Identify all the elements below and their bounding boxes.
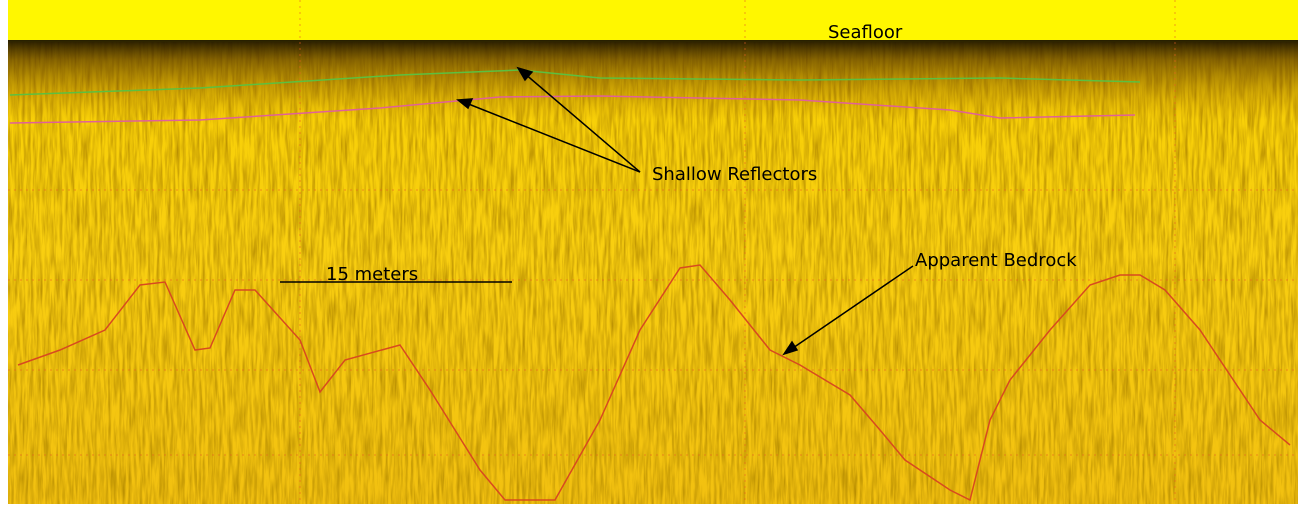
bedrock-label: Apparent Bedrock <box>915 250 1077 271</box>
reflectors-label: Shallow Reflectors <box>652 164 817 185</box>
seafloor-label: Seafloor <box>828 22 903 43</box>
scale-label: 15 meters <box>326 264 418 285</box>
water-column <box>8 0 1298 42</box>
seafloor-band <box>8 40 1298 120</box>
sonar-profile: Seafloor Shallow Reflectors Apparent Bed… <box>0 0 1298 504</box>
